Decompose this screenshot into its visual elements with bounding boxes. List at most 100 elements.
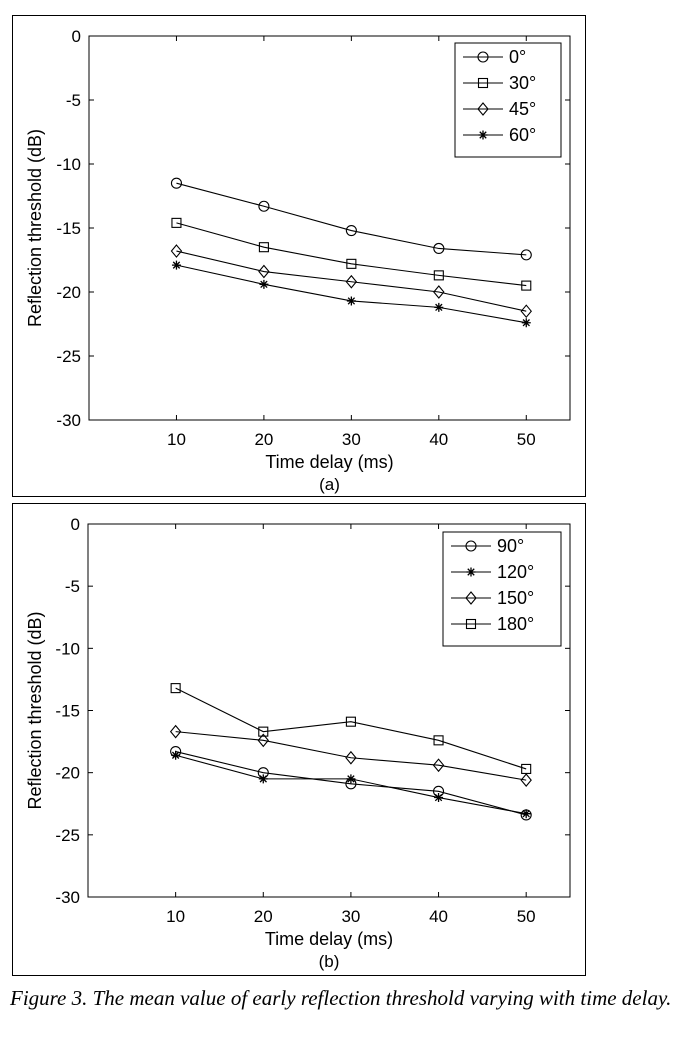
a-y-tick-label: -10 — [56, 155, 81, 174]
b-data-point — [257, 733, 269, 748]
a-data-point — [171, 260, 181, 270]
a-series-line — [176, 182, 527, 256]
b-data-point — [345, 716, 356, 727]
chart-panel-b: 0 -5 -10 -15 -20 -25 -30 10 20 30 40 50 Time delay (… — [12, 503, 586, 976]
a-sublabel: (a) — [319, 475, 340, 494]
a-legend-label: 0° — [509, 47, 526, 67]
b-data-point — [434, 793, 444, 803]
a-legend-marker — [478, 130, 488, 140]
b-series-line — [175, 687, 527, 770]
b-x-tick-label: 50 — [517, 907, 536, 926]
a-legend-label: 45° — [509, 99, 536, 119]
a-y-tick-label: 0 — [72, 27, 81, 46]
b-data-point — [346, 774, 356, 784]
a-x-tick-label: 20 — [254, 430, 273, 449]
a-data-point — [433, 270, 444, 281]
b-series-line — [175, 731, 527, 781]
b-data-point — [520, 773, 532, 787]
a-data-point — [521, 280, 532, 291]
a-x-axis-label: Time delay (ms) — [265, 452, 393, 472]
b-legend-marker — [466, 567, 476, 577]
a-x-tick-label: 40 — [429, 430, 448, 449]
a-y-tick-label: -5 — [66, 91, 81, 110]
b-legend-label: 150° — [497, 588, 534, 608]
a-series-line — [176, 250, 527, 312]
b-y-tick-label: -30 — [55, 888, 80, 907]
a-y-tick-label: -15 — [56, 219, 81, 238]
a-series-line — [176, 264, 527, 324]
b-y-tick-label: 0 — [71, 515, 80, 534]
b-y-tick-label: -20 — [55, 764, 80, 783]
b-y-tick-label: -25 — [55, 826, 80, 845]
b-y-tick-label: -5 — [65, 577, 80, 596]
b-data-point — [258, 774, 268, 784]
b-data-point — [169, 724, 182, 739]
b-legend-marker — [465, 618, 477, 630]
a-data-point — [434, 302, 444, 312]
b-data-point — [258, 726, 269, 737]
b-sublabel: (b) — [319, 952, 340, 971]
b-data-point — [521, 763, 532, 774]
a-legend-marker — [477, 51, 489, 63]
a-data-point — [346, 296, 356, 306]
a-y-tick-label: -20 — [56, 283, 81, 302]
chart-b: 0 -5 -10 -15 -20 -25 -30 10 20 30 40 50 Time delay (… — [25, 515, 571, 971]
a-data-point — [345, 225, 357, 237]
a-data-point — [258, 200, 270, 212]
b-x-tick-label: 30 — [341, 907, 360, 926]
a-y-tick-label: -30 — [56, 411, 81, 430]
b-legend-label: 90° — [497, 536, 524, 556]
a-y-tick-label: -25 — [56, 347, 81, 366]
b-data-point — [433, 735, 444, 746]
b-y-axis-label: Reflection threshold (dB) — [25, 611, 45, 809]
b-series-3 — [170, 683, 532, 774]
b-series-2 — [169, 724, 532, 787]
figure-caption: Figure 3. The mean value of early reflec… — [10, 986, 672, 1010]
a-data-point — [345, 274, 358, 289]
b-data-point — [432, 758, 445, 773]
b-x-tick-label: 10 — [166, 907, 185, 926]
b-legend-label: 180° — [497, 614, 534, 634]
b-x-tick-label: 40 — [429, 907, 448, 926]
a-series-line — [176, 222, 527, 287]
b-legend-marker — [465, 591, 477, 605]
a-x-tick-label: 50 — [517, 430, 536, 449]
a-data-point — [433, 285, 445, 299]
b-series-1 — [171, 750, 531, 819]
b-x-axis-label: Time delay (ms) — [265, 929, 393, 949]
a-series-0 — [170, 177, 532, 261]
a-data-point — [520, 304, 532, 319]
b-y-tick-label: -15 — [55, 702, 80, 721]
a-data-point — [170, 244, 183, 258]
b-data-point — [171, 750, 181, 760]
a-data-point — [258, 242, 269, 253]
a-data-point — [433, 242, 445, 255]
a-legend — [454, 42, 562, 158]
b-x-tick-label: 20 — [254, 907, 273, 926]
a-legend-marker — [477, 102, 489, 116]
a-legend-marker — [477, 77, 489, 89]
a-legend-label: 30° — [509, 73, 536, 93]
b-legend-marker — [465, 540, 477, 552]
a-data-point — [258, 264, 270, 279]
chart-panel-a: 0 -5 -10 -15 -20 -25 -30 10 20 30 40 50 Time delay (… — [12, 15, 586, 497]
a-legend-label: 60° — [509, 125, 536, 145]
a-data-point — [521, 318, 531, 328]
a-series-1 — [171, 217, 532, 291]
a-x-tick-label: 10 — [167, 430, 186, 449]
b-legend — [442, 531, 562, 647]
b-data-point — [345, 750, 357, 765]
a-data-point — [170, 177, 183, 189]
a-x-tick-label: 30 — [342, 430, 361, 449]
b-series-line — [175, 750, 527, 816]
a-data-point — [346, 258, 357, 269]
a-series-3 — [171, 260, 531, 328]
a-y-axis-label: Reflection threshold (dB) — [25, 129, 45, 327]
chart-a: 0 -5 -10 -15 -20 -25 -30 10 20 30 40 50 Time delay (… — [25, 27, 571, 494]
b-y-tick-label: -10 — [55, 639, 80, 658]
a-series-2 — [170, 244, 532, 319]
a-data-point — [520, 249, 532, 261]
a-data-point — [259, 279, 269, 289]
b-legend-label: 120° — [497, 562, 534, 582]
b-data-point — [170, 683, 181, 694]
